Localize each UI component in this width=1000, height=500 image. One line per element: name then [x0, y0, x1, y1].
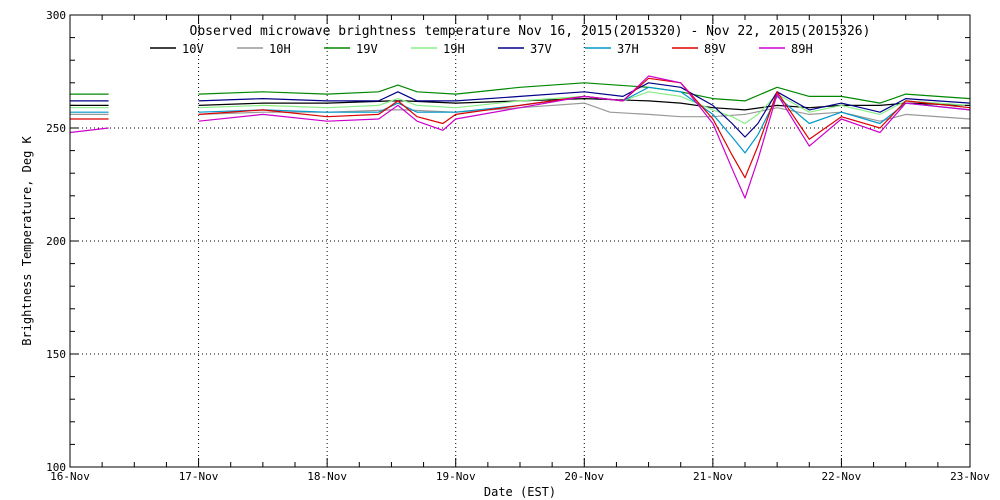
x-tick-label: 21-Nov	[693, 470, 733, 483]
legend-label-37H: 37H	[617, 42, 639, 56]
x-axis-label: Date (EST)	[484, 485, 556, 499]
x-tick-label: 18-Nov	[307, 470, 347, 483]
legend-label-37V: 37V	[530, 42, 552, 56]
x-tick-label: 19-Nov	[436, 470, 476, 483]
grid-lines	[70, 15, 970, 467]
series-line-19H	[70, 91, 971, 125]
y-tick-label: 200	[46, 235, 66, 248]
chart-title: Observed microwave brightness temperatur…	[190, 24, 871, 39]
legend-label-19V: 19V	[356, 42, 378, 56]
x-tick-label: 20-Nov	[564, 470, 604, 483]
legend-label-89H: 89H	[791, 42, 813, 56]
x-tick-label: 23-Nov	[950, 470, 990, 483]
series-line-10V	[70, 98, 971, 111]
legend-label-89V: 89V	[704, 42, 726, 56]
series-layer	[69, 75, 971, 199]
x-tick-label: 16-Nov	[50, 470, 90, 483]
legend-label-10V: 10V	[182, 42, 204, 56]
x-tick-label: 22-Nov	[822, 470, 862, 483]
axis-ticks	[69, 14, 971, 468]
series-line-89V	[70, 77, 971, 179]
legend: 10V 10H 19V 19H 37V 37H 89V 89H	[150, 42, 813, 56]
y-tick-label: 300	[46, 9, 66, 22]
y-tick-label: 100	[46, 461, 66, 474]
series-line-89H	[69, 75, 971, 199]
x-tick-labels: 16-Nov 17-Nov 18-Nov 19-Nov 20-Nov 21-Nov 22-N…	[50, 470, 990, 483]
legend-label-19H: 19H	[443, 42, 465, 56]
y-tick-label: 150	[46, 348, 66, 361]
y-axis-label: Brightness Temperature, Deg K	[20, 135, 34, 345]
y-tick-label: 250	[46, 122, 66, 135]
x-tick-label: 17-Nov	[179, 470, 219, 483]
series-line-19V	[70, 82, 971, 104]
series-line-37V	[70, 82, 971, 138]
legend-label-10H: 10H	[269, 42, 291, 56]
y-tick-labels: 100 150 200 250 300	[46, 9, 66, 474]
